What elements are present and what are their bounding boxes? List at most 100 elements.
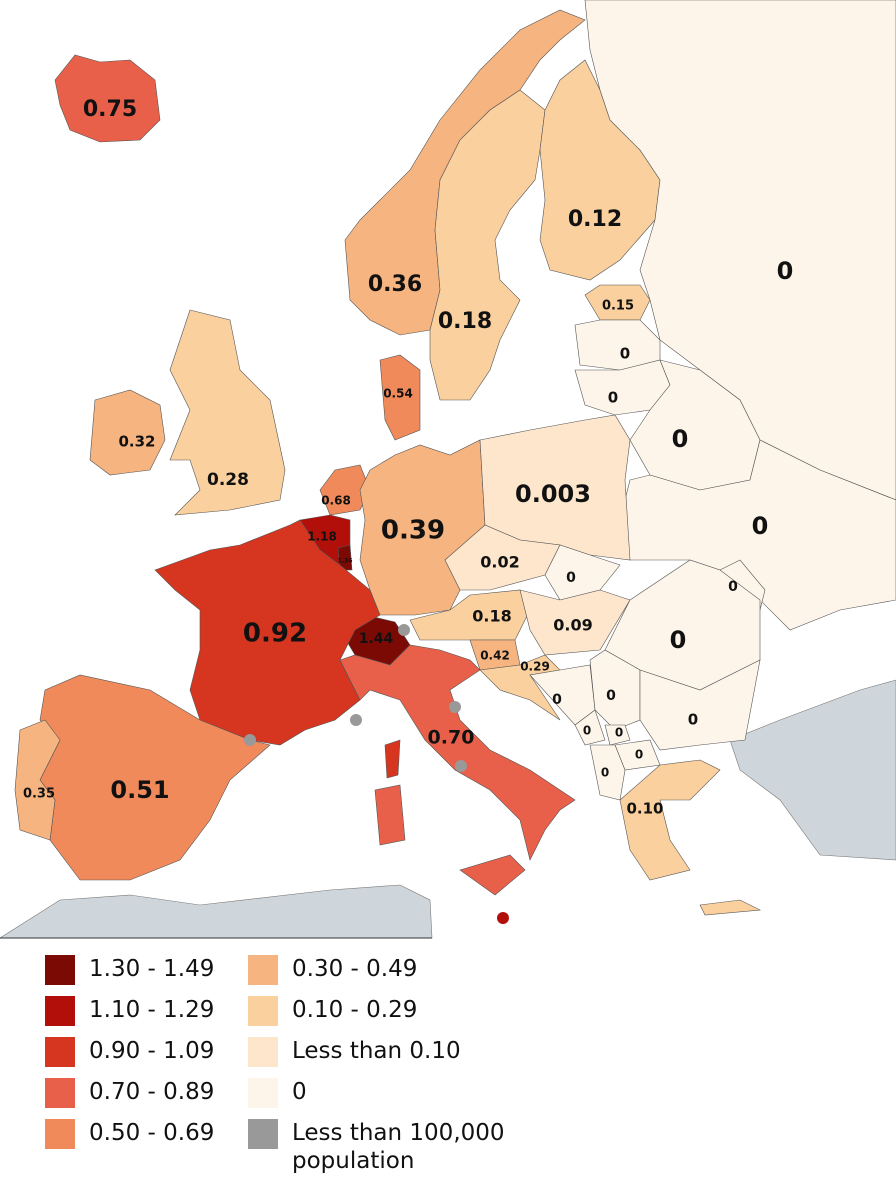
country: [169, 309, 286, 516]
country-value-label: 0.15: [602, 299, 634, 314]
country-value-label: 0: [601, 766, 609, 780]
country: [339, 644, 576, 861]
legend-swatch: [45, 955, 75, 985]
small-state-dot: [398, 624, 410, 636]
legend-label: 0.70 - 0.89: [89, 1079, 215, 1105]
country: [89, 389, 166, 476]
country-value-label: 0.02: [480, 553, 519, 572]
country: [384, 739, 401, 779]
malta-dot: [497, 912, 509, 924]
legend-label: 0: [292, 1079, 307, 1105]
country-value-label: 0: [620, 345, 630, 363]
legend-label: 0.90 - 1.09: [89, 1038, 215, 1064]
legend-item: 0.90 - 1.09: [45, 1037, 214, 1067]
legend-swatch: [248, 1037, 278, 1067]
country-value-label: 0: [583, 724, 591, 738]
country-value-label: 0: [672, 425, 689, 453]
country-value-label: 0: [606, 688, 616, 704]
country: [699, 899, 762, 916]
non-europe-land: [0, 884, 433, 939]
legend-swatch: [248, 996, 278, 1026]
country-value-label: 1.44: [359, 631, 394, 647]
legend-swatch: [45, 1078, 75, 1108]
legend-swatch: [45, 1037, 75, 1067]
legend-label: 0.10 - 0.29: [292, 997, 418, 1023]
country: [619, 759, 721, 881]
legend-label: 0.30 - 0.49: [292, 956, 418, 982]
legend-swatch: [248, 1078, 278, 1108]
country-value-label: 0.39: [381, 516, 445, 546]
legend-swatch: [45, 1119, 75, 1149]
legend: 1.30 - 1.49 1.10 - 1.29 0.90 - 1.09 0.70 - …: [0, 945, 896, 1200]
country-value-label: 0.18: [472, 607, 511, 626]
legend-swatch: [248, 1119, 278, 1149]
country: [459, 854, 526, 896]
legend-item: 0.30 - 0.49: [248, 955, 417, 985]
country-value-label: 0.10: [626, 800, 663, 818]
small-state-dot: [350, 714, 362, 726]
country: [519, 589, 631, 656]
country-value-label: 0: [728, 579, 738, 595]
country: [14, 719, 61, 841]
country-value-label: 1.18: [307, 530, 337, 544]
country-value-label: 0: [688, 711, 698, 729]
country-value-label: 0.92: [243, 619, 307, 649]
legend-item: 0.50 - 0.69: [45, 1119, 214, 1149]
legend-item: 0: [248, 1078, 307, 1108]
legend-item: 1.30 - 1.49: [45, 955, 214, 985]
country-value-label: 0.32: [118, 433, 155, 451]
country-value-label: 0.51: [110, 776, 169, 804]
legend-item: Less than 0.10: [248, 1037, 461, 1067]
country-value-label: 0: [615, 726, 623, 740]
country-value-label: 0.12: [568, 207, 622, 232]
legend-item: 0.70 - 0.89: [45, 1078, 214, 1108]
country: [374, 784, 406, 846]
country-value-label: 0: [552, 692, 562, 708]
legend-item: Less than 100,000 population: [248, 1119, 532, 1175]
country-value-label: 0: [635, 748, 643, 762]
country-value-label: 0.09: [553, 616, 592, 635]
country-value-label: 0: [752, 512, 769, 540]
country-value-label: 0: [777, 257, 794, 285]
country-value-label: 0.36: [368, 272, 422, 297]
legend-label: 0.50 - 0.69: [89, 1120, 215, 1146]
small-state-dot: [244, 734, 256, 746]
country-value-label: 0: [608, 389, 618, 407]
country-value-label: 0.29: [520, 660, 550, 674]
country: [344, 9, 586, 336]
country-value-label: 0.18: [438, 309, 492, 334]
legend-swatch: [248, 955, 278, 985]
country-value-label: 0.003: [515, 480, 591, 508]
country: [639, 659, 761, 751]
country-value-label: 0.70: [428, 727, 475, 749]
country: [54, 54, 161, 143]
non-europe-land: [729, 679, 896, 861]
legend-label: 1.10 - 1.29: [89, 997, 215, 1023]
country-value-label: 0.68: [321, 494, 351, 508]
country: [574, 319, 661, 371]
small-state-dot: [449, 701, 461, 713]
map: 0.750.360.180.1200.1500000.320.280.540.6…: [0, 0, 896, 939]
country: [429, 89, 546, 401]
small-state-dot: [455, 760, 467, 772]
country: [337, 544, 353, 571]
country: [589, 744, 626, 801]
legend-label: Less than 0.10: [292, 1038, 461, 1064]
legend-swatch: [45, 996, 75, 1026]
country: [604, 724, 631, 746]
country: [619, 439, 896, 631]
country-value-label: 0: [566, 570, 576, 586]
country: [574, 709, 606, 746]
country-value-label: 0.54: [383, 387, 413, 401]
legend-label: 1.30 - 1.49: [89, 956, 215, 982]
legend-item: 1.10 - 1.29: [45, 996, 214, 1026]
country-value-label: 0.42: [480, 649, 510, 663]
legend-label: Less than 100,000 population: [292, 1120, 505, 1174]
country-value-label: 1.36: [338, 558, 353, 565]
country: [379, 354, 421, 441]
legend-item: 0.10 - 0.29: [248, 996, 417, 1026]
country-value-label: 0.28: [207, 470, 249, 490]
country-value-label: 0.35: [23, 787, 55, 802]
country-value-label: 0: [670, 626, 687, 654]
